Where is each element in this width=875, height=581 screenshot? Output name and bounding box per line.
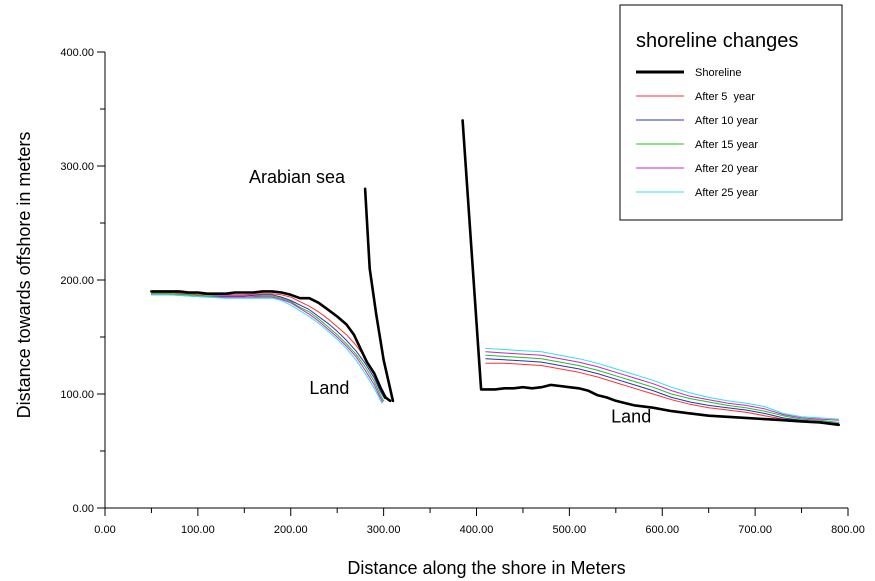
x-tick-label: 600.00 [645,524,679,536]
x-axis-title: Distance along the shore in Meters [347,558,625,578]
legend-label-after-20-year: After 20 year [695,163,758,175]
x-tick-label: 200.00 [274,524,308,536]
series-line-after-25-year-segment-1 [150,294,383,404]
series-line-after-15-year-segment-1 [150,293,385,402]
x-tick-label: 300.00 [367,524,401,536]
series-line-after-10-year-segment-1 [150,293,386,400]
legend: shoreline changes Shoreline After 5 year Af… [619,4,843,221]
annotation-arabian-sea: Arabian sea [249,167,346,187]
series-line-after-15-year-segment-2 [485,354,840,423]
y-tick-label: 0.00 [73,503,94,515]
axes: 0.00 100.00 200.00 300.00 400.00 500.00 600.00… [14,47,865,578]
series-line-after-25-year-segment-2 [485,347,840,420]
plot-area [150,119,841,427]
legend-label-after-15-year: After 15 year [695,139,758,151]
legend-label-after-10-year: After 10 year [695,115,758,127]
series-line-shoreline-segment-3 [461,119,841,427]
y-tick-label: 300.00 [60,161,94,173]
x-tick-label: 800.00 [831,524,865,536]
legend-box [619,4,843,221]
x-tick-label: 700.00 [738,524,772,536]
y-tick-label: 100.00 [60,389,94,401]
y-axis-title: Distance towards offshore in meters [14,132,34,419]
series-line-shoreline-segment-1 [150,290,392,403]
annotation-land: Land [611,407,651,427]
series-line-after-20-year-segment-2 [485,351,840,421]
series-line-after-5-year-segment-2 [485,362,840,426]
x-tick-label: 500.00 [553,524,587,536]
legend-label-shoreline: Shoreline [695,67,741,79]
annotations: Arabian sea Land Land [249,167,651,426]
y-tick-label: 200.00 [60,275,94,287]
legend-label-after-5-year: After 5 year [695,91,755,103]
x-tick-label: 0.00 [94,524,115,536]
y-tick-label: 400.00 [60,47,94,59]
series-line-shoreline-segment-2 [363,187,395,403]
annotation-land: Land [309,378,349,398]
legend-title: shoreline changes [636,30,798,52]
x-tick-label: 400.00 [460,524,494,536]
x-tick-label: 100.00 [181,524,215,536]
series-line-after-10-year-segment-2 [485,358,840,425]
legend-label-after-25-year: After 25 year [695,187,758,199]
